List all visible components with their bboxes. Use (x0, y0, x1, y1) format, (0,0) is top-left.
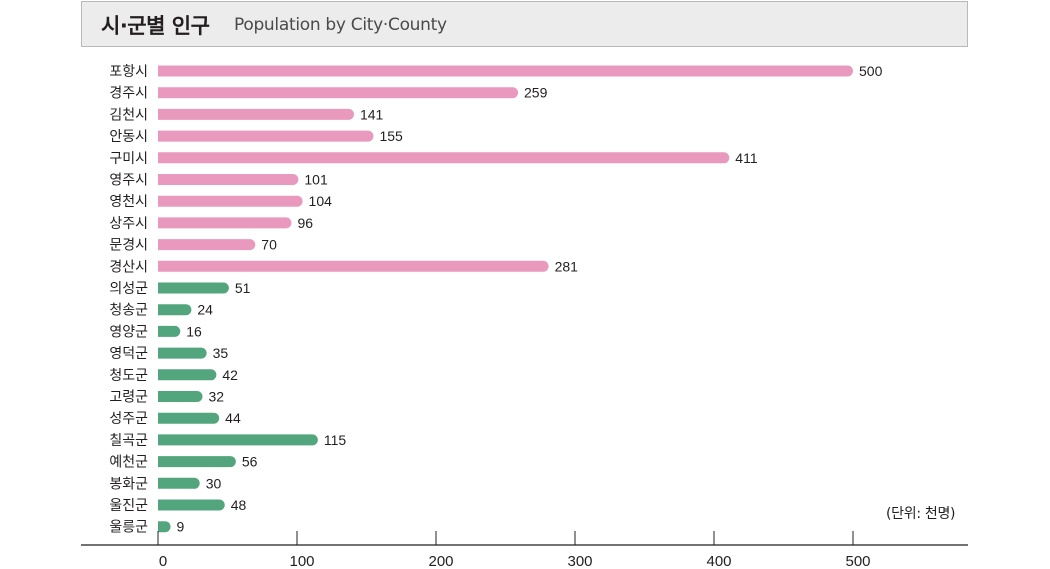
data-label: 56 (242, 454, 258, 470)
bar (158, 282, 229, 294)
data-label: 32 (208, 389, 224, 405)
data-label: 9 (177, 519, 185, 535)
data-label: 51 (235, 280, 251, 296)
category-label: 포항시 (109, 64, 148, 80)
title-bar: 시·군별 인구 Population by City·County (81, 1, 968, 47)
bar (158, 521, 171, 533)
bar (158, 412, 220, 424)
x-tick-label: 300 (567, 553, 592, 569)
data-label: 281 (555, 258, 579, 274)
category-label: 영주시 (109, 173, 148, 189)
bar (158, 195, 303, 207)
category-label: 경산시 (109, 259, 148, 275)
category-label: 고령군 (109, 390, 148, 406)
data-label: 104 (309, 193, 333, 209)
category-label: 영천시 (109, 194, 148, 210)
x-tick-label: 100 (289, 553, 314, 569)
category-label: 경주시 (109, 86, 148, 102)
data-label: 155 (379, 128, 403, 144)
bar (158, 217, 292, 229)
category-label: 상주시 (109, 216, 148, 232)
data-label: 24 (197, 302, 213, 318)
bar (158, 325, 181, 337)
x-tick-label: 0 (159, 553, 167, 569)
x-tick-label: 200 (428, 553, 453, 569)
data-label: 101 (304, 172, 328, 188)
bar (158, 369, 217, 381)
data-label: 259 (524, 85, 548, 101)
bar (158, 152, 730, 164)
category-label: 울진군 (109, 498, 148, 514)
data-label: 30 (206, 475, 222, 491)
data-label: 35 (213, 345, 229, 361)
bar (158, 65, 853, 77)
bar (158, 456, 236, 468)
bar (158, 174, 299, 185)
x-tick-label: 400 (706, 553, 731, 569)
data-label: 115 (324, 432, 347, 448)
category-label: 울릉군 (109, 520, 148, 536)
data-label: 42 (222, 367, 238, 383)
category-label: 성주군 (109, 411, 148, 427)
data-label: 500 (859, 63, 883, 79)
bar (158, 108, 354, 120)
chart-title: 시·군별 인구 (101, 14, 210, 38)
category-label: 김천시 (109, 107, 148, 123)
data-label: 44 (225, 410, 241, 426)
unit-note: (단위: 천명) (886, 506, 956, 522)
category-label: 청도군 (109, 368, 148, 384)
bar (158, 130, 374, 142)
category-label: 의성군 (109, 281, 148, 297)
category-label: 청송군 (109, 303, 148, 319)
bar (158, 304, 192, 316)
x-tick-label: 500 (845, 553, 870, 569)
data-label: 411 (735, 150, 758, 166)
data-label: 141 (360, 106, 384, 122)
bar (158, 499, 225, 511)
category-label: 안동시 (109, 129, 148, 145)
data-label: 70 (261, 237, 277, 253)
data-label: 16 (186, 323, 202, 339)
bar (158, 87, 519, 99)
bar (158, 260, 549, 272)
bar (158, 391, 203, 402)
bar (158, 347, 207, 359)
data-label: 48 (231, 497, 247, 513)
bar (158, 477, 200, 489)
bar (158, 434, 318, 446)
category-label: 영덕군 (109, 346, 148, 362)
category-label: 예천군 (109, 455, 148, 471)
category-label: 영양군 (109, 324, 148, 340)
chart-subtitle: Population by City·County (234, 15, 447, 35)
category-label: 봉화군 (109, 476, 148, 492)
data-label: 96 (297, 215, 313, 231)
category-label: 칠곡군 (109, 433, 148, 449)
bar (158, 239, 256, 251)
category-label: 문경시 (109, 238, 148, 254)
category-label: 구미시 (109, 151, 148, 167)
